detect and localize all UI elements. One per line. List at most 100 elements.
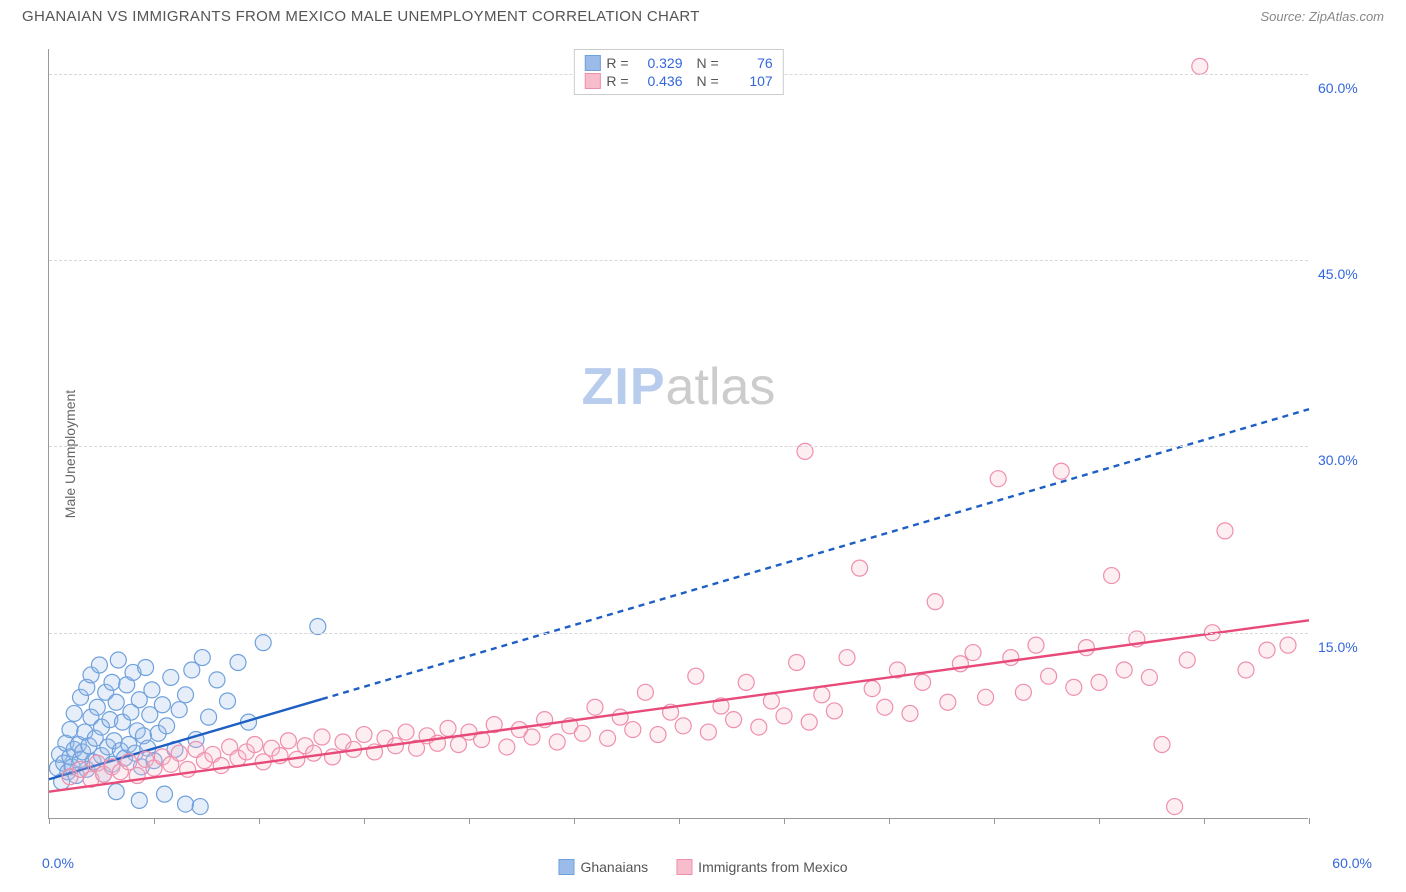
chart-title: GHANAIAN VS IMMIGRANTS FROM MEXICO MALE … (22, 8, 700, 25)
scatter-point (108, 784, 124, 800)
scatter-point (1217, 523, 1233, 539)
scatter-point (230, 655, 246, 671)
scatter-point (814, 687, 830, 703)
x-tick (1309, 818, 1310, 824)
scatter-point (965, 645, 981, 661)
scatter-point (700, 724, 716, 740)
x-tick (154, 818, 155, 824)
x-tick (469, 818, 470, 824)
scatter-point (1116, 662, 1132, 678)
scatter-point (600, 730, 616, 746)
scatter-point (209, 672, 225, 688)
scatter-svg (49, 49, 1308, 818)
scatter-point (726, 712, 742, 728)
scatter-point (192, 799, 208, 815)
scatter-point (1167, 799, 1183, 815)
chart-header: GHANAIAN VS IMMIGRANTS FROM MEXICO MALE … (0, 0, 1406, 29)
swatch-icon (584, 73, 600, 89)
scatter-point (776, 708, 792, 724)
scatter-point (801, 714, 817, 730)
legend-item: Ghanaians (558, 859, 648, 875)
stat-label-n: N = (697, 73, 719, 89)
legend-label: Immigrants from Mexico (698, 859, 847, 875)
scatter-point (66, 705, 82, 721)
scatter-point (131, 792, 147, 808)
scatter-point (625, 722, 641, 738)
stat-label-r: R = (606, 73, 628, 89)
stats-legend: R = 0.329 N = 76R = 0.436 N = 107 (573, 49, 783, 95)
scatter-point (108, 694, 124, 710)
scatter-point (877, 699, 893, 715)
scatter-point (1179, 652, 1195, 668)
scatter-point (1238, 662, 1254, 678)
scatter-point (915, 674, 931, 690)
scatter-point (157, 786, 173, 802)
stat-n-value: 76 (725, 55, 773, 71)
scatter-point (178, 687, 194, 703)
legend-bottom: Ghanaians Immigrants from Mexico (558, 859, 847, 875)
scatter-point (940, 694, 956, 710)
y-tick-label: 15.0% (1318, 639, 1378, 655)
scatter-point (763, 693, 779, 709)
scatter-point (1053, 463, 1069, 479)
scatter-point (499, 739, 515, 755)
trend-line-solid (49, 620, 1309, 791)
plot-area: ZIPatlas R =0.329N =76R =0.436N =107 15.… (48, 49, 1308, 819)
scatter-point (398, 724, 414, 740)
scatter-point (1259, 642, 1275, 658)
x-tick (994, 818, 995, 824)
y-tick-label: 30.0% (1318, 452, 1378, 468)
scatter-point (864, 681, 880, 697)
scatter-point (1141, 669, 1157, 685)
scatter-point (201, 709, 217, 725)
stats-row: R = 0.436 N = 107 (584, 72, 772, 90)
gridline (49, 260, 1308, 261)
scatter-point (549, 734, 565, 750)
stats-row: R =0.329N =76 (584, 54, 772, 72)
scatter-point (440, 720, 456, 736)
chart-source: Source: ZipAtlas.com (1260, 9, 1384, 24)
chart-container: Male Unemployment ZIPatlas R =0.329N =76… (0, 29, 1406, 879)
scatter-point (280, 733, 296, 749)
x-tick (259, 818, 260, 824)
scatter-point (247, 736, 263, 752)
stat-n-value: 107 (725, 73, 773, 89)
x-tick (784, 818, 785, 824)
x-tick (49, 818, 50, 824)
scatter-point (1015, 684, 1031, 700)
stat-r-value: 0.329 (635, 55, 683, 71)
gridline (49, 446, 1308, 447)
scatter-point (1041, 668, 1057, 684)
swatch-icon (584, 55, 600, 71)
trend-line-dashed (322, 409, 1309, 699)
x-tick (364, 818, 365, 824)
y-tick-label: 60.0% (1318, 80, 1378, 96)
scatter-point (1028, 637, 1044, 653)
x-tick (1204, 818, 1205, 824)
scatter-point (314, 729, 330, 745)
scatter-point (159, 718, 175, 734)
x-tick (889, 818, 890, 824)
stat-r-value: 0.436 (635, 73, 683, 89)
scatter-point (688, 668, 704, 684)
scatter-point (178, 796, 194, 812)
scatter-point (637, 684, 653, 700)
scatter-point (675, 718, 691, 734)
legend-item: Immigrants from Mexico (676, 859, 847, 875)
scatter-point (1280, 637, 1296, 653)
scatter-point (1091, 674, 1107, 690)
scatter-point (138, 659, 154, 675)
y-tick-label: 45.0% (1318, 266, 1378, 282)
scatter-point (1104, 568, 1120, 584)
stat-label-r: R = (606, 55, 628, 71)
scatter-point (738, 674, 754, 690)
x-tick (574, 818, 575, 824)
scatter-point (587, 699, 603, 715)
scatter-point (1154, 736, 1170, 752)
gridline (49, 633, 1308, 634)
scatter-point (1192, 58, 1208, 74)
scatter-point (852, 560, 868, 576)
scatter-point (990, 471, 1006, 487)
swatch-icon (558, 859, 574, 875)
scatter-point (213, 758, 229, 774)
